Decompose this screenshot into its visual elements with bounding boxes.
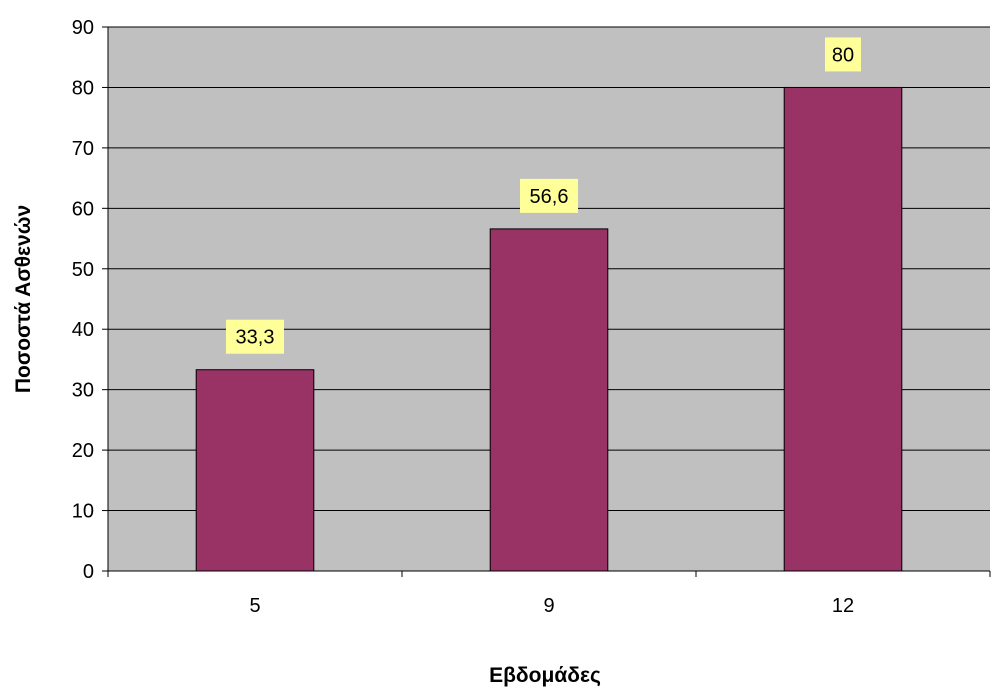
data-labels: 33,3 56,6 80 [226, 37, 861, 354]
y-tick-labels: 0 10 20 30 40 50 60 70 80 90 [72, 17, 94, 583]
data-label: 80 [832, 44, 854, 66]
data-label: 33,3 [236, 327, 275, 349]
y-tick-label: 20 [72, 440, 94, 462]
y-tick-label: 10 [72, 501, 94, 523]
y-tick-label: 40 [72, 319, 94, 341]
x-tick-label: 5 [249, 595, 260, 617]
y-axis-title: Ποσοστά Ασθενών [12, 205, 35, 393]
y-tick-label: 50 [72, 259, 94, 281]
bar [783, 86, 903, 572]
data-label-box [825, 37, 861, 72]
x-tick-label: 12 [832, 595, 854, 617]
axes [107, 27, 991, 577]
bars [195, 86, 903, 572]
y-tick-label: 0 [83, 561, 94, 583]
data-label-box [520, 178, 578, 213]
bar [489, 228, 609, 572]
data-label-box [226, 319, 284, 354]
x-tick-labels: 5 9 12 [249, 595, 854, 617]
y-tick-label: 90 [72, 17, 94, 39]
bar [195, 369, 315, 572]
x-axis-title: Εβδομάδες [489, 664, 601, 687]
y-tick-label: 60 [72, 198, 94, 220]
x-tick-label: 9 [543, 595, 554, 617]
data-label: 56,6 [530, 186, 569, 208]
y-tick-label: 30 [72, 380, 94, 402]
y-tick-label: 70 [72, 138, 94, 160]
y-tick-label: 80 [72, 77, 94, 99]
